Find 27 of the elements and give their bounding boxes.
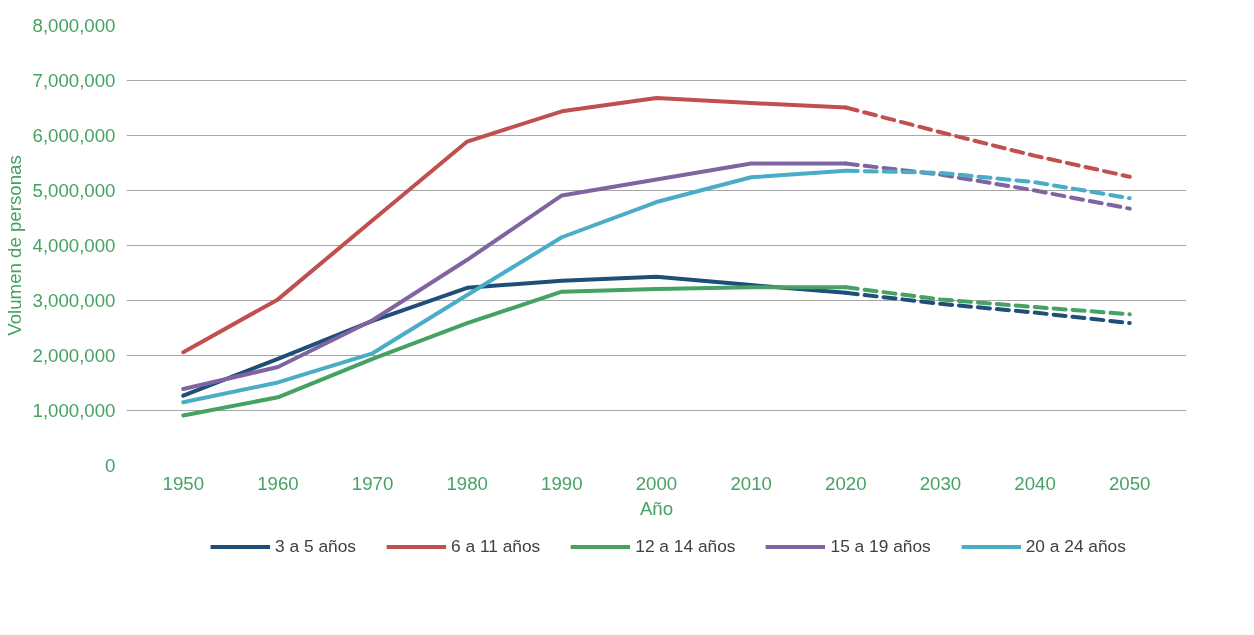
legend-label: 15 a 19 años (830, 535, 931, 557)
legend-label: 3 a 5 años (275, 535, 356, 557)
x-tick-label: 2000 (635, 472, 678, 494)
y-tick-label: 2,000,000 (32, 345, 116, 366)
y-tick-label: 8,000,000 (32, 15, 116, 36)
y-tick-label: 3,000,000 (32, 290, 116, 311)
y-tick-label: 7,000,000 (32, 70, 116, 91)
x-tick-label: 1980 (446, 472, 488, 494)
legend-label: 20 a 24 años (1025, 535, 1126, 557)
x-axis-title: Año (639, 497, 674, 519)
legend-label: 6 a 11 años (451, 535, 541, 557)
x-tick-label: 2040 (1014, 472, 1056, 494)
y-axis-title: Volumen de personas (3, 155, 25, 336)
y-tick-label: 0 (105, 455, 116, 476)
y-tick-label: 5,000,000 (32, 180, 116, 201)
x-tick-label: 2010 (730, 472, 772, 494)
y-tick-label: 1,000,000 (32, 400, 116, 421)
x-tick-label: 1970 (351, 472, 394, 494)
x-tick-label: 1960 (257, 472, 299, 494)
y-tick-label: 6,000,000 (32, 125, 116, 146)
legend-label: 12 a 14 años (635, 535, 736, 557)
x-tick-label: 1990 (541, 472, 583, 494)
x-tick-label: 1950 (162, 472, 205, 494)
x-tick-label: 2050 (1108, 472, 1151, 494)
x-tick-label: 2030 (919, 472, 962, 494)
y-tick-label: 4,000,000 (32, 235, 116, 256)
x-tick-label: 2020 (825, 472, 867, 494)
